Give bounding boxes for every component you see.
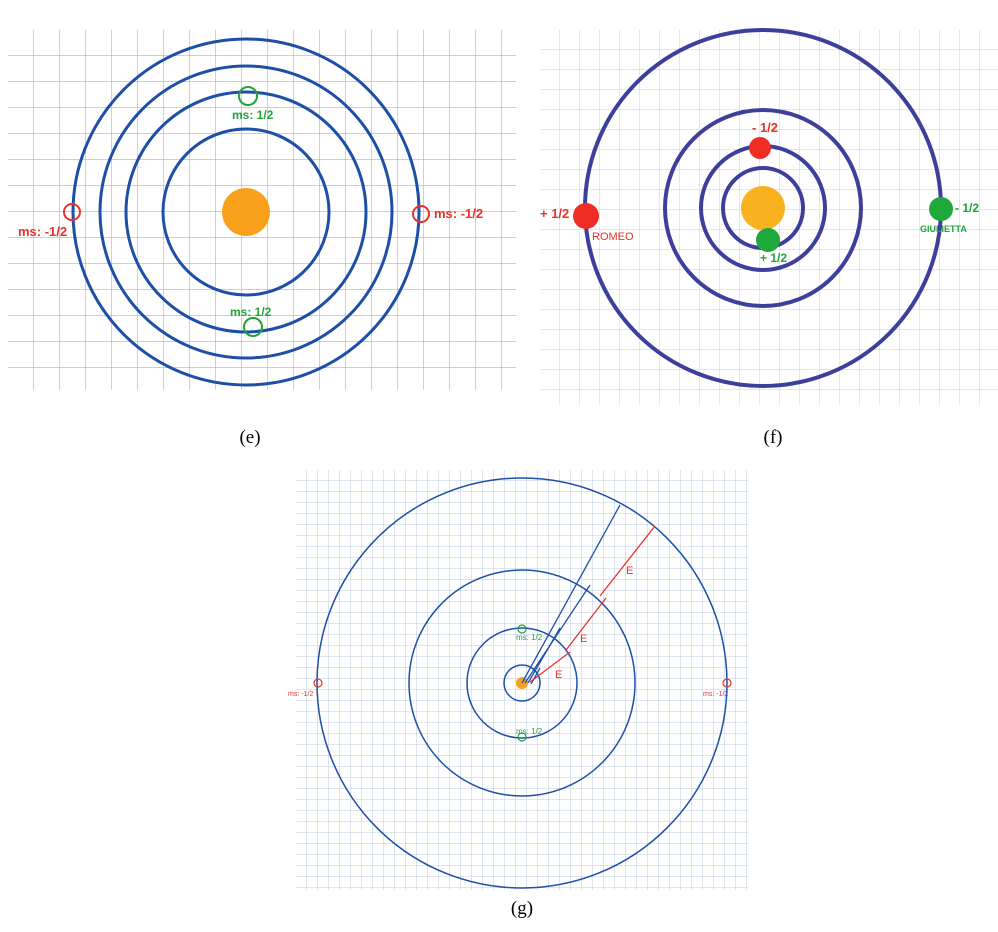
annotation: ms: 1/2 [232, 108, 274, 122]
panel-f: - 1/2 + 1/2 ROMEO - 1/2 GIULIETTA + 1/2 … [540, 28, 998, 448]
annotation: E [626, 565, 633, 577]
annotation: + 1/2 [760, 251, 787, 265]
annotation: ms: 1/2 [230, 305, 272, 319]
annotation: E [580, 633, 587, 645]
panel-e: ms: 1/2 ms: -1/2 ms: -1/2 ms: 1/2 (e) [8, 30, 516, 448]
nucleus [741, 186, 785, 230]
electrons [63, 86, 430, 337]
panel-label: (g) [511, 898, 533, 919]
annotation: ms: -1/2 [703, 691, 728, 698]
annotation: ms: -1/2 [288, 691, 313, 698]
electrons [313, 624, 732, 742]
electron [573, 203, 599, 229]
annotation: GIULIETTA [920, 224, 967, 234]
arrows [521, 504, 621, 685]
annotation: ms: 1/2 [516, 633, 543, 642]
annotation: + 1/2 [540, 206, 569, 221]
nucleus [222, 188, 270, 236]
annotation: - 1/2 [752, 120, 778, 135]
annotation: - 1/2 [955, 201, 979, 215]
electron [929, 197, 953, 221]
annotation: E [555, 669, 562, 681]
electron [756, 228, 780, 252]
orbits [316, 477, 728, 889]
panel-g: E E E ms: 1/2 ms: -1/2 ms: -1/2 ms: 1/2 … [288, 470, 748, 919]
panel-label: (e) [239, 427, 260, 448]
annotation: ms: -1/2 [434, 206, 483, 221]
annotation: ms: 1/2 [516, 727, 543, 736]
electron [749, 137, 771, 159]
panel-label: (f) [764, 427, 783, 448]
arrows [529, 525, 656, 683]
annotation: ROMEO [592, 231, 634, 243]
annotation: ms: -1/2 [18, 224, 67, 239]
